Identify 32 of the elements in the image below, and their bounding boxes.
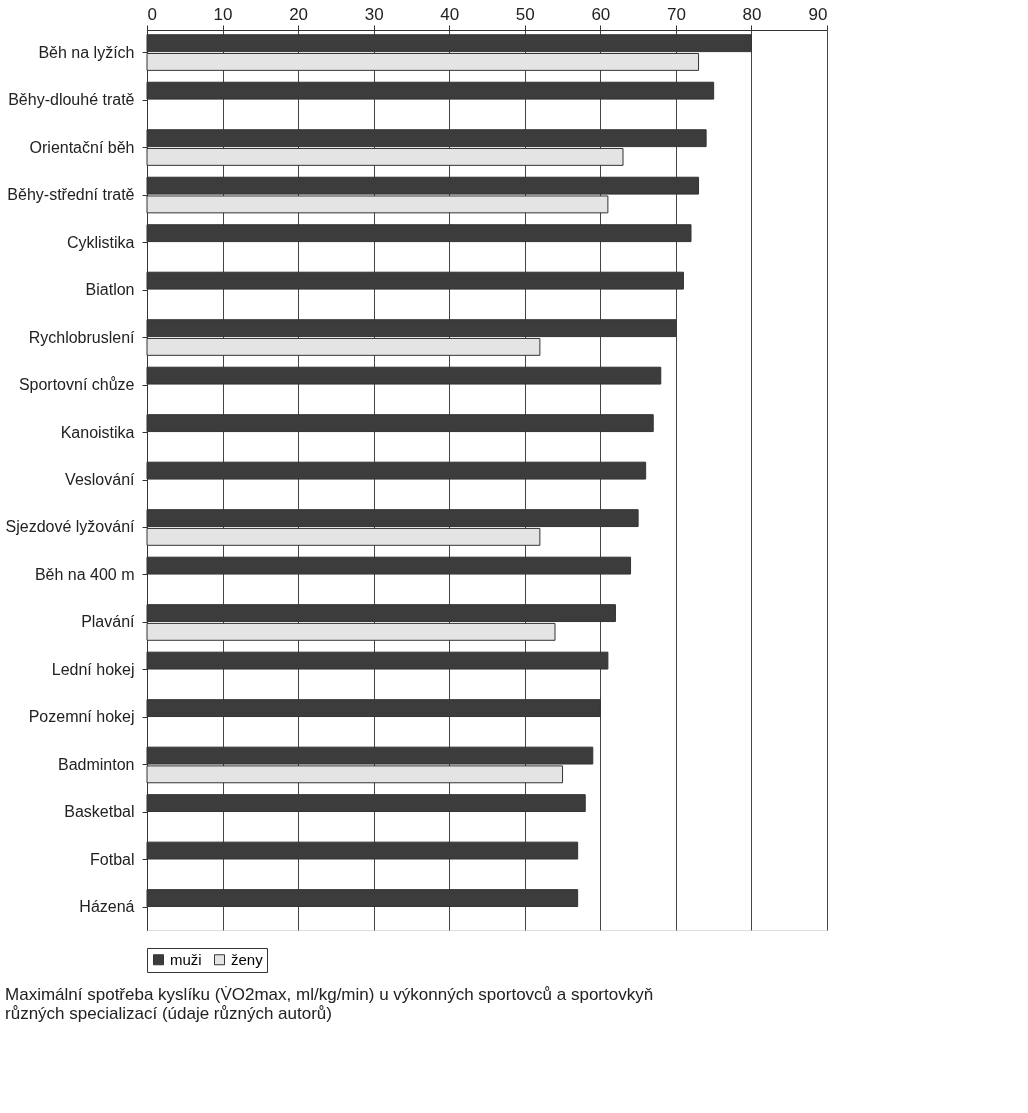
x-tick-label: 30 [364,4,384,24]
y-tick-label: Cyklistika [66,233,135,251]
y-tick-label: Sportovní chůze [18,376,135,394]
y-tick-label: Plavání [81,613,136,631]
x-tick-label: 70 [666,4,686,24]
y-tick-label: Běh na lyžích [38,43,135,61]
y-tick-label: Biatlon [85,281,135,299]
x-tick-label: 40 [440,4,460,24]
y-tick-label: Badminton [58,755,135,773]
text: Maximální spotřeba kyslíku (V̇O2max, ml/kg/min) u výkonných sportovců a sportovkyň různých specializací (údaje různých autorů) [5,984,654,1023]
y-tick-label: Lední hokej [51,660,135,678]
y-tick-label: Rychlobruslení [28,328,136,346]
y-tick-label: Běhy-střední tratě [7,186,135,204]
x-tick-label: 60 [591,4,611,24]
x-tick-label: 90 [808,4,828,24]
y-tick-label: Basketbal [64,803,135,821]
y-tick-label: Běh na 400 m [34,565,135,583]
y-tick-label: Veslování [65,471,136,488]
x-tick-label: 50 [515,4,535,24]
y-tick-label: Házená [79,898,135,916]
x-tick-label: 0 [147,4,157,24]
y-tick-label: Běhy-dlouhé tratě [8,91,135,109]
y-tick-label: Kanoistika [60,423,135,441]
x-tick-label: 10 [213,4,233,24]
legend-label: muži [170,950,202,968]
y-tick-label: Fotbal [90,850,135,868]
y-tick-label: Pozemní hokej [28,708,135,726]
x-tick-label: 20 [289,4,309,24]
legend-label: ženy [231,950,264,968]
x-tick-label: 80 [742,4,762,24]
y-tick-label: Orientační běh [29,138,135,156]
y-tick-label: Sjezdové lyžování [5,518,136,536]
